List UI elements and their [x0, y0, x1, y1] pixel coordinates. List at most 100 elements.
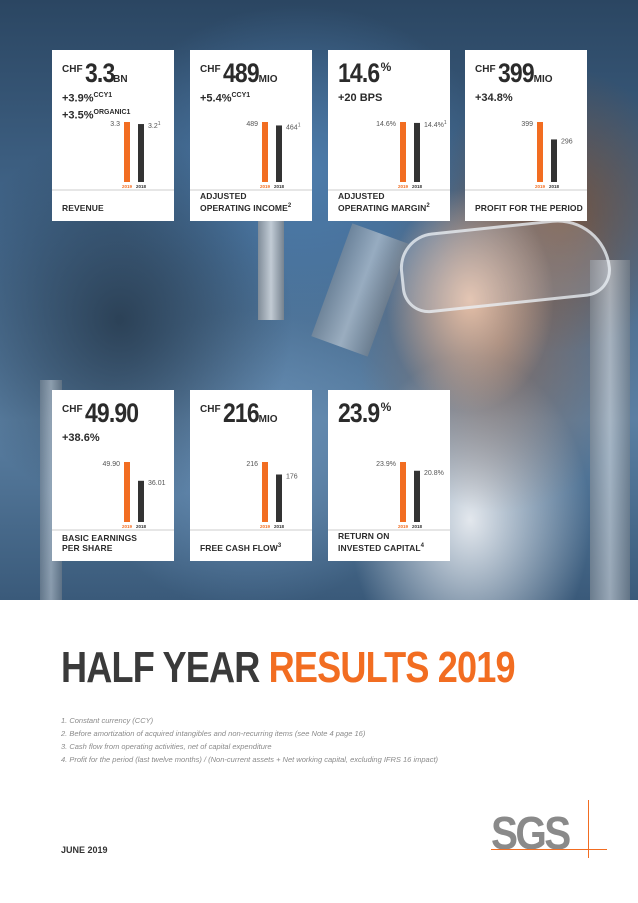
kpi-card: CHF 489 MIO +5.4%CCY1 489 2019 4641 2018 ADJUSTE…	[190, 50, 312, 221]
currency-label: CHF	[200, 404, 221, 415]
currency-label: CHF	[62, 404, 83, 415]
logo-vertical-line	[588, 800, 589, 858]
bar-prior-year	[414, 470, 420, 522]
growth-rate: +38.6%	[62, 432, 100, 444]
growth-rate: +3.5%ORGANIC1	[62, 109, 131, 122]
percent-sign: %	[380, 60, 392, 74]
kpi-value: 23.9	[338, 398, 380, 428]
label-footnote: 4	[420, 543, 425, 550]
kpi-value: 49.90	[84, 398, 139, 428]
bar-chart: 489 2019 4641 2018	[190, 121, 312, 191]
year-label: 2019	[260, 524, 271, 529]
bar-prior-year	[138, 480, 144, 522]
bar-prior-year	[414, 122, 420, 182]
footnote: 4. Profit for the period (last twelve mo…	[61, 755, 439, 764]
year-label: 2018	[549, 184, 560, 189]
bar-value-label: 489	[246, 121, 258, 128]
bar-chart: 399 2019 296 2018	[465, 121, 587, 191]
bar-value-footnote: 1	[444, 120, 447, 126]
kpi-label: REVENUE	[62, 203, 104, 213]
bar-current-year	[262, 462, 268, 522]
bar-current-year	[537, 122, 543, 182]
kpi-headline: CHF 3.3 BN	[62, 58, 128, 92]
bar-value-footnote: 1	[298, 122, 301, 128]
bar-value-label: 20.8%	[424, 470, 444, 477]
kpi-value: 216	[222, 398, 260, 428]
label-footnote: 2	[287, 203, 292, 210]
kpi-headline: 14.6%	[338, 58, 391, 92]
kpi-card: CHF 216 MIO 216 2019 176 2018 FREE CASH FLOW3	[190, 390, 312, 561]
unit-suffix: MIO	[258, 74, 278, 85]
report-date: JUNE 2019	[61, 845, 108, 855]
kpi-headline: CHF 216 MIO	[200, 398, 278, 432]
currency-label: CHF	[62, 64, 83, 75]
footnote: 3. Cash flow from operating activities, …	[61, 742, 272, 751]
unit-suffix: MIO	[533, 74, 553, 85]
currency-label: CHF	[200, 64, 221, 75]
percent-sign: %	[380, 400, 392, 414]
sgs-logo: SGS	[491, 800, 607, 860]
kpi-label: RETURN ON INVESTED CAPITAL4	[338, 531, 425, 553]
bar-chart: 49.90 2019 36.01 2018	[52, 461, 174, 531]
bar-prior-year	[276, 125, 282, 182]
kpi-headline: CHF 489 MIO	[200, 58, 278, 92]
growth-basis: CCY1	[231, 92, 251, 99]
bar-value-label: 49.90	[102, 461, 120, 468]
bar-prior-year	[138, 124, 144, 182]
year-label: 2018	[136, 524, 147, 529]
kpi-value: 3.3	[84, 58, 115, 88]
kpi-value: 489	[222, 58, 260, 88]
kpi-label: FREE CASH FLOW3	[200, 543, 282, 553]
logo-horizontal-line	[491, 849, 607, 850]
label-footnote: 2	[426, 203, 430, 210]
bar-current-year	[400, 462, 406, 522]
unit-suffix: MIO	[258, 414, 278, 425]
instrument-rod	[590, 260, 630, 600]
bar-prior-year	[551, 139, 557, 182]
bar-value-label: 399	[521, 121, 533, 128]
bar-chart: 23.9% 2019 20.8% 2018	[328, 461, 450, 531]
footnote: 1. Constant currency (CCY)	[61, 716, 154, 725]
kpi-value: 14.6	[338, 58, 380, 88]
bar-current-year	[262, 122, 268, 182]
growth-basis: ORGANIC1	[93, 109, 131, 116]
footnotes: 1. Constant currency (CCY) 2. Before amo…	[61, 714, 438, 766]
kpi-label: ADJUSTED OPERATING MARGIN2	[338, 191, 430, 213]
bar-value-label: 4641	[286, 122, 301, 131]
kpi-label: ADJUSTED OPERATING INCOME2	[200, 191, 292, 213]
bar-value-label: 176	[286, 474, 298, 481]
bar-value-label: 14.6%	[376, 121, 396, 128]
year-label: 2019	[398, 184, 409, 189]
kpi-label: BASIC EARNINGS PER SHARE	[62, 533, 138, 553]
unit-suffix: BN	[113, 74, 128, 85]
bar-value-label: 296	[561, 138, 573, 145]
bar-value-label: 3.3	[110, 121, 120, 128]
kpi-card: 23.9% 23.9% 2019 20.8% 2018 RETURN ON INVESTED…	[328, 390, 450, 561]
bar-value-label: 14.4%1	[424, 120, 447, 129]
bar-value-label: 3.21	[148, 121, 161, 130]
kpi-card: CHF 3.3 BN +3.9%CCY1 +3.5%ORGANIC1 3.3 2019 3.2…	[52, 50, 174, 221]
logo-text: SGS	[491, 807, 571, 859]
year-label: 2019	[535, 184, 546, 189]
title-dark: HALF YEAR	[61, 643, 260, 692]
bar-value-label: 36.01	[148, 480, 166, 487]
bar-value-footnote: 1	[158, 121, 161, 127]
bar-chart: 3.3 2019 3.21 2018	[52, 121, 174, 191]
title-accent: RESULTS 2019	[268, 643, 516, 692]
growth-rate: +34.8%	[475, 92, 513, 104]
growth-rate: +20 BPS	[338, 92, 383, 104]
year-label: 2018	[274, 524, 285, 529]
year-label: 2019	[260, 184, 271, 189]
year-label: 2018	[412, 184, 423, 189]
instrument-rod	[311, 223, 409, 357]
bar-chart: 216 2019 176 2018	[190, 461, 312, 531]
year-label: 2019	[398, 524, 409, 529]
currency-label: CHF	[475, 64, 496, 75]
kpi-card: 14.6% +20 BPS 14.6% 2019 14.4%1 2018 ADJUSTED O…	[328, 50, 450, 221]
safety-goggles	[396, 214, 614, 316]
year-label: 2018	[412, 524, 423, 529]
bar-current-year	[124, 122, 130, 182]
kpi-headline: CHF 399 MIO	[475, 58, 553, 92]
kpi-label: PROFIT FOR THE PERIOD	[475, 203, 583, 213]
year-label: 2019	[122, 184, 133, 189]
